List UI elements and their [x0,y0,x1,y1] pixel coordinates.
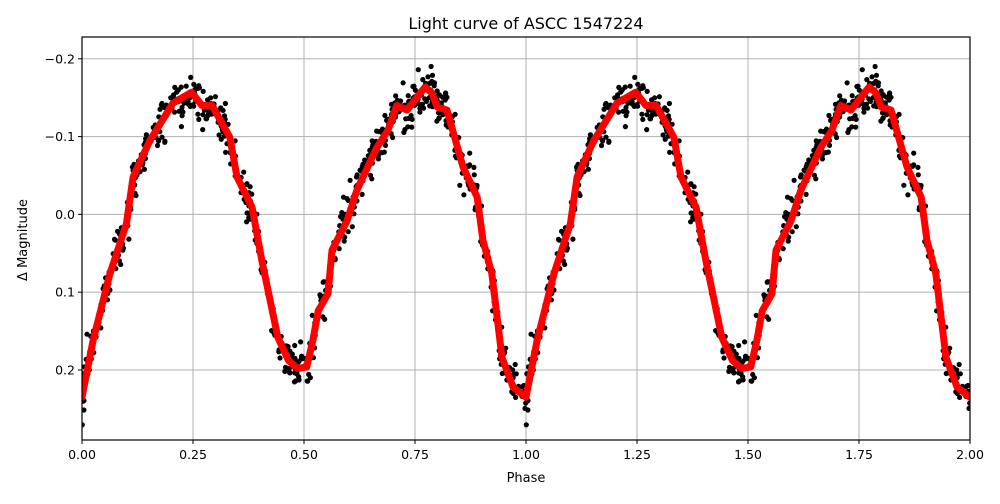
y-tick-label: −0.2 [45,51,75,66]
x-axis-label: Phase [507,471,546,486]
y-tick-label: 0.2 [55,362,75,377]
x-tick-label: 0.50 [290,447,318,462]
x-tick-label: 1.25 [623,447,651,462]
model-curve [82,83,970,401]
y-axis-ticks: −0.2 −0.1 0.0 0.1 0.2 [45,51,82,377]
x-tick-label: 1.00 [512,447,540,462]
x-tick-label: 2.00 [956,447,984,462]
y-axis-label: Δ Magnitude [16,199,31,281]
x-tick-label: 0.25 [179,447,207,462]
y-tick-label: 0.0 [55,207,75,222]
x-tick-label: 0.00 [68,447,96,462]
y-tick-label: 0.1 [55,285,75,300]
x-axis-ticks: 0.00 0.25 0.50 0.75 1.00 1.25 1.50 1.75 2.00 [68,440,984,462]
x-tick-label: 1.75 [845,447,873,462]
x-tick-label: 1.50 [734,447,762,462]
chart-title: Light curve of ASCC 1547224 [408,14,643,33]
y-tick-label: −0.1 [45,129,75,144]
x-tick-label: 0.75 [401,447,429,462]
